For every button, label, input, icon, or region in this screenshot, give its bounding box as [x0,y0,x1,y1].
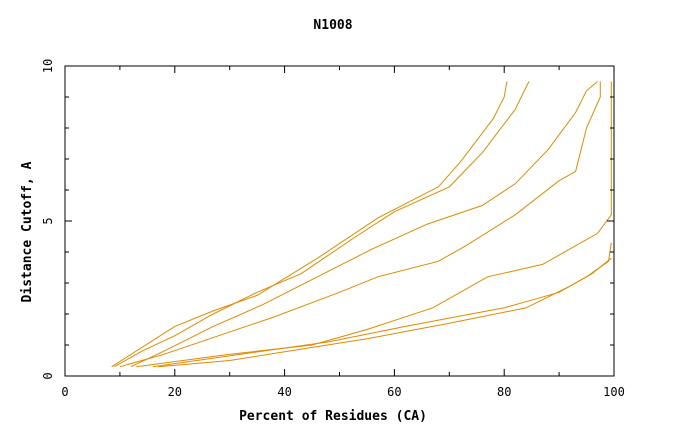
chart-title: N1008 [313,18,352,33]
series-line-3 [130,81,598,368]
x-tick-label: 40 [277,385,291,399]
series-line-2 [114,81,530,368]
x-tick-label: 0 [61,385,68,399]
series-line-6 [152,242,612,368]
x-tick-label: 60 [387,385,401,399]
y-tick-label: 0 [41,372,55,379]
series-line-5 [136,81,612,368]
y-axis-label: Distance Cutoff, A [20,161,35,302]
x-axis-label: Percent of Residues (CA) [239,409,427,424]
plot-lines [111,81,612,368]
series-line-1 [111,81,508,368]
x-tick-label: 80 [497,385,511,399]
y-tick-label: 10 [41,59,55,73]
y-tick-label: 5 [41,217,55,224]
axis-ticks: 0 20 40 60 80 100 0 5 10 [41,59,625,399]
plot-frame [64,65,615,377]
x-tick-label: 20 [168,385,182,399]
x-tick-label: 100 [603,385,625,399]
series-line-4 [119,81,601,368]
series-line-7 [158,257,612,368]
